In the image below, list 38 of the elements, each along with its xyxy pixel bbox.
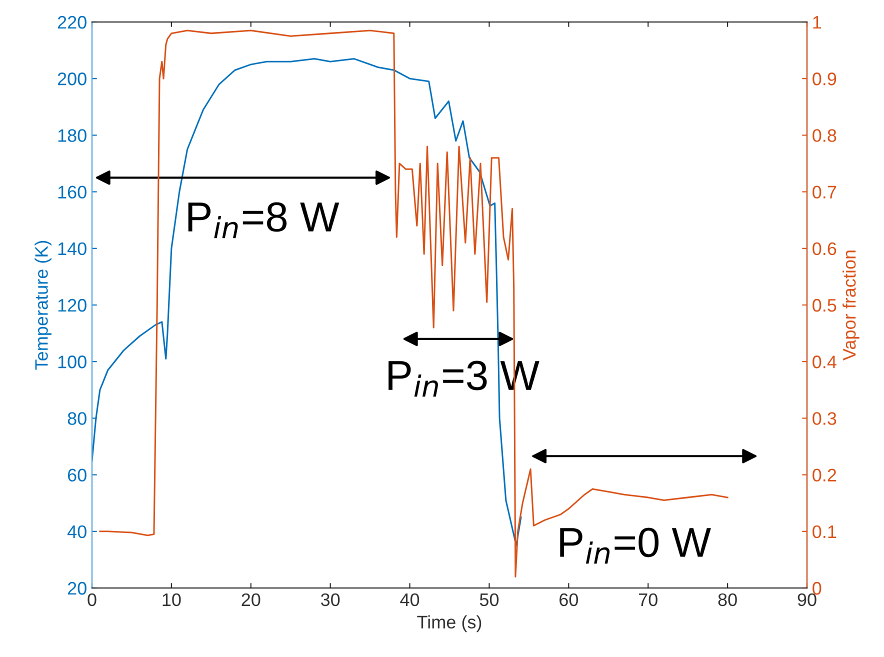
y-tick-label: 220 — [58, 16, 86, 29]
x-tick-label: 60 — [560, 593, 578, 606]
y-tick-label: 60 — [68, 468, 86, 482]
x-tick-label: 30 — [320, 593, 340, 606]
x-tick-label: 70 — [638, 593, 658, 606]
line-series — [99, 30, 728, 578]
y2-tick-label: 0.6 — [812, 242, 836, 256]
y-tick-label: 120 — [58, 298, 86, 312]
y2-tick-label: 0 — [812, 582, 822, 595]
y2-tick-label: 0.1 — [812, 525, 836, 538]
y2-tick-label: 0.8 — [812, 129, 836, 142]
y-tick-label: 140 — [58, 242, 86, 256]
x-tick-label: 80 — [718, 593, 737, 606]
x-tick-label: 50 — [480, 593, 499, 606]
y2-tick-label: 1 — [813, 16, 822, 29]
y-tick-label: 80 — [68, 412, 86, 425]
y2-tick-label: 0.7 — [812, 186, 836, 199]
x-axis-title: Time (s) — [417, 615, 482, 632]
y-axis-title: Temperature (K) — [34, 240, 52, 370]
annotation: P$_{in}$=0 W — [560, 528, 711, 564]
annotation: P$_{in}$=8 W — [188, 202, 340, 238]
y2-tick-label: 0.9 — [812, 72, 836, 86]
y2-tick-label: 0.2 — [812, 468, 836, 482]
y2-tick-label: 0.3 — [812, 412, 836, 425]
y-tick-label: 20 — [68, 582, 86, 595]
y-tick-label: 100 — [58, 356, 86, 368]
y-tick-label: 200 — [58, 72, 86, 86]
x-tick-label: 0 — [88, 593, 96, 606]
y-tick-label: 40 — [67, 525, 86, 538]
x-tick-label: 20 — [242, 593, 260, 606]
y-tick-label: 160 — [58, 186, 86, 199]
y-tick-label: 180 — [58, 129, 86, 142]
y2-tick-label: 0.4 — [812, 356, 836, 368]
y2-axis-title: Vapor fraction — [842, 250, 860, 360]
y2-tick-label: 0.5 — [812, 298, 836, 312]
x-tick-label: 40 — [400, 593, 420, 606]
x-tick-label: 90 — [798, 593, 816, 606]
x-tick-label: 10 — [162, 593, 181, 606]
